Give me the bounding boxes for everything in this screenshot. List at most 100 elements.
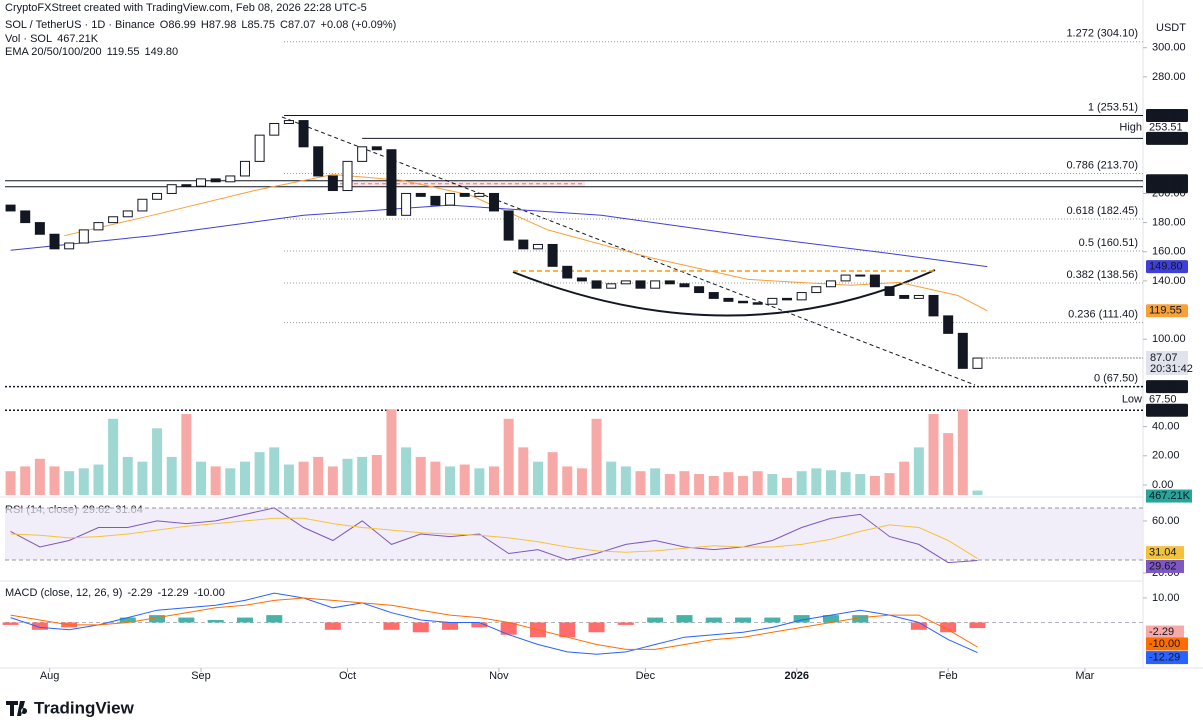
volume-bar xyxy=(738,475,749,495)
macd-histogram-bar xyxy=(236,617,253,623)
ema-title: EMA 20/50/100/200 xyxy=(5,46,102,58)
volume-bar xyxy=(342,458,353,495)
ema-line xyxy=(64,173,988,312)
volume-bar xyxy=(913,447,924,495)
candle-body xyxy=(606,283,617,289)
macd-histogram-bar xyxy=(705,617,722,623)
macd-histogram-bar xyxy=(559,622,576,638)
brand: TradingView xyxy=(34,698,135,717)
last-price-box xyxy=(1146,351,1188,376)
volume-bar xyxy=(503,418,514,495)
volume-bar xyxy=(34,458,45,495)
fib-label: 1.272 (304.10) xyxy=(1066,28,1138,40)
cup-curve xyxy=(512,269,936,317)
volume-bar xyxy=(386,409,397,495)
volume-bar xyxy=(972,490,983,495)
volume-bar xyxy=(562,466,573,495)
level-badge: 51.28 xyxy=(1149,404,1177,416)
ohlc-value: +0.08 (+0.09%) xyxy=(321,19,397,31)
volume-bar xyxy=(49,466,60,495)
candle-body xyxy=(840,274,851,282)
trend-line xyxy=(281,116,976,386)
candle-body xyxy=(957,332,968,369)
volume-bar xyxy=(694,474,705,495)
macd-histogram-bar xyxy=(266,615,283,623)
ema-badge-box xyxy=(1146,260,1188,274)
candle-body xyxy=(518,239,529,250)
candle-body xyxy=(225,175,236,183)
candle-body xyxy=(459,192,470,197)
macd-badge: -10.00 xyxy=(1149,638,1180,650)
candle-body xyxy=(122,210,133,218)
volume-bar xyxy=(679,471,690,495)
level-badge: 253.51 xyxy=(1149,109,1183,121)
macd-histogram-bar xyxy=(969,622,986,629)
macd-title: MACD (close, 12, 26, 9) xyxy=(5,587,122,599)
candle-body xyxy=(796,292,807,301)
candle-body xyxy=(782,297,793,301)
macd-badge-box xyxy=(1146,637,1188,651)
volume-bar xyxy=(532,461,543,495)
candle-body xyxy=(899,294,910,299)
macd-histogram-bar xyxy=(940,622,957,633)
macd-histogram-bar xyxy=(617,622,634,625)
volume-bar xyxy=(108,418,119,495)
fib-label: 0.236 (111.40) xyxy=(1068,308,1138,320)
candle-body xyxy=(254,134,265,162)
volume-bar xyxy=(269,447,280,495)
candle-body xyxy=(620,280,631,285)
volume-bar xyxy=(943,433,954,495)
ohlc-value: O86.99 xyxy=(160,19,196,31)
ema-badge: 149.80 xyxy=(1149,261,1183,273)
ohlc-value: L85.75 xyxy=(241,19,275,31)
candle-body xyxy=(694,286,705,294)
volume-bar xyxy=(708,475,719,495)
volume-bar xyxy=(78,468,89,495)
rsi-line xyxy=(10,507,978,564)
rsi-badge-box xyxy=(1146,559,1184,573)
fib-label: 0.5 (160.51) xyxy=(1079,237,1138,249)
candle-body xyxy=(445,192,456,206)
rsi-band xyxy=(5,507,1143,560)
candle-body xyxy=(20,210,31,224)
macd-histogram-bar xyxy=(764,617,781,623)
volume-bar xyxy=(796,471,807,495)
brand-logo: TradingView xyxy=(6,698,135,717)
symbol: SOL / TetherUS · 1D · Binance xyxy=(5,19,155,31)
macd-histogram-bar xyxy=(324,622,341,630)
level-badge: 237.79 xyxy=(1149,132,1183,144)
macd-histogram-bar xyxy=(647,617,664,623)
volume-bar xyxy=(869,475,880,495)
candle-body xyxy=(928,294,939,317)
candle-body xyxy=(166,184,177,194)
volume-bar xyxy=(181,414,192,495)
macd-histogram-bar xyxy=(676,615,693,623)
candle-body xyxy=(108,216,119,224)
macd-histogram-bar xyxy=(735,617,752,623)
x-tick-label: 2026 xyxy=(785,670,809,682)
volume-bar xyxy=(225,468,236,495)
volume-bar xyxy=(576,468,587,495)
y-tick-label: 160.00 xyxy=(1152,246,1186,258)
candle-body xyxy=(811,286,822,294)
candle-body xyxy=(342,160,353,192)
candle-body xyxy=(49,233,60,250)
volume-bar xyxy=(401,447,412,495)
level-badge-box xyxy=(1146,131,1188,145)
volume-bar xyxy=(606,461,617,495)
candle-body xyxy=(64,242,75,250)
macd-histogram-bar xyxy=(119,617,136,623)
y-tick-label: 140.00 xyxy=(1152,275,1186,287)
fib-label: 0.382 (138.56) xyxy=(1066,269,1138,281)
macd-histogram-bar xyxy=(852,615,869,623)
ema-badge: 119.55 xyxy=(1149,305,1182,317)
volume-bar xyxy=(899,461,910,495)
macd-badge-box xyxy=(1146,625,1184,639)
high-label: High xyxy=(1119,121,1142,133)
candle-body xyxy=(93,222,104,231)
macd-histogram-bar xyxy=(412,622,429,633)
candle-body xyxy=(884,286,895,296)
candle-body xyxy=(547,243,558,267)
credit: CryptoFXStreet created with TradingView.… xyxy=(5,2,367,14)
